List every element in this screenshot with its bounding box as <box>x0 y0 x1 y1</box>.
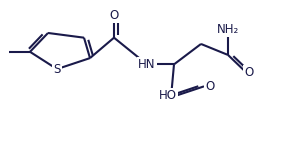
Text: NH₂: NH₂ <box>217 23 239 36</box>
Text: O: O <box>110 9 118 22</box>
Text: HO: HO <box>159 89 177 102</box>
Text: HN: HN <box>138 58 156 71</box>
Text: S: S <box>53 63 61 76</box>
Text: O: O <box>206 80 214 93</box>
Text: O: O <box>244 66 253 79</box>
